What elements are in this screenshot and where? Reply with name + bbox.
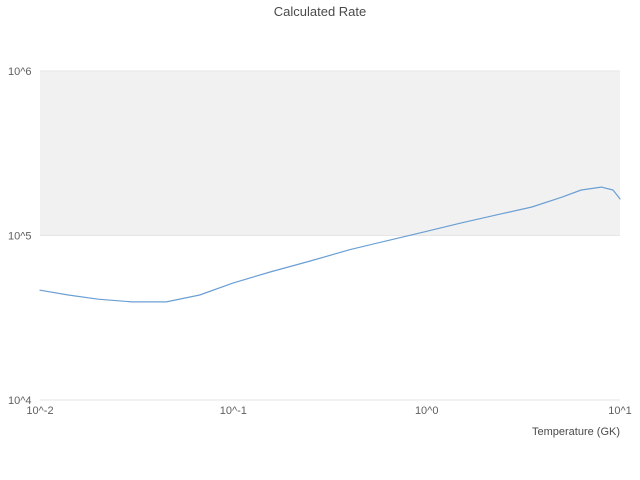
highlight-band bbox=[40, 71, 620, 236]
chart-title: Calculated Rate bbox=[273, 4, 367, 19]
x-axis-label: Temperature (GK) bbox=[531, 426, 620, 438]
y-tick-label: 10^4 bbox=[8, 395, 32, 407]
x-tick-label: 10^0 bbox=[415, 405, 439, 417]
x-tick-label: 10^1 bbox=[608, 405, 632, 417]
y-tick-label: 10^5 bbox=[8, 231, 32, 243]
x-tick-label: 10^-2 bbox=[26, 405, 53, 417]
rate-line bbox=[39, 186, 621, 303]
y-tick-label: 10^6 bbox=[8, 66, 32, 78]
x-tick-label: 10^-1 bbox=[220, 405, 247, 417]
